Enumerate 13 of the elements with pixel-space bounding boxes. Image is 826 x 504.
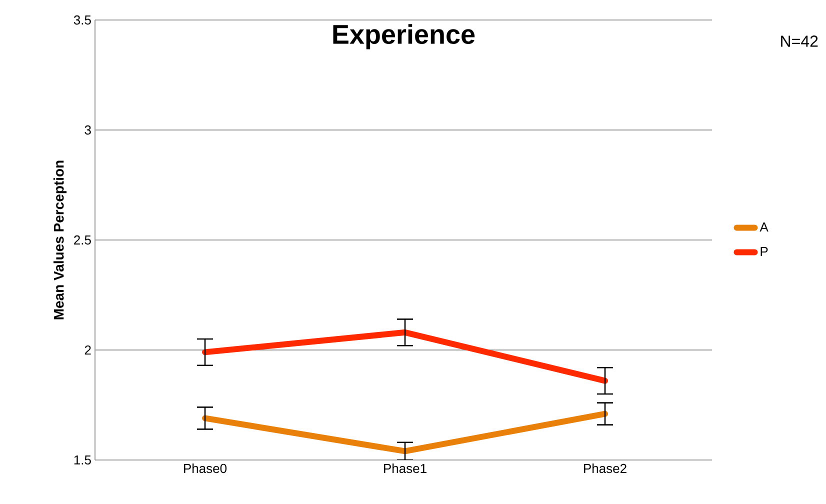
- text: N=42: [781, 36, 818, 47]
- x-tick-label: Phase2: [584, 464, 626, 474]
- y-tick-label: 2: [84, 345, 91, 355]
- x-tick-label: Phase1: [384, 464, 426, 474]
- y-tick-label: 1.5: [74, 455, 91, 465]
- x-tick-label: Phase0: [184, 464, 227, 474]
- y-tick-label: 2.5: [74, 235, 91, 245]
- y-tick-label: 3.5: [74, 15, 91, 25]
- y-tick-label: 3: [84, 125, 91, 135]
- chart-title: Experience: [333, 24, 475, 50]
- legend-label: P: [760, 247, 768, 256]
- y-axis-title: Mean Values Perception: [53, 160, 67, 320]
- legend-label: A: [760, 222, 768, 232]
